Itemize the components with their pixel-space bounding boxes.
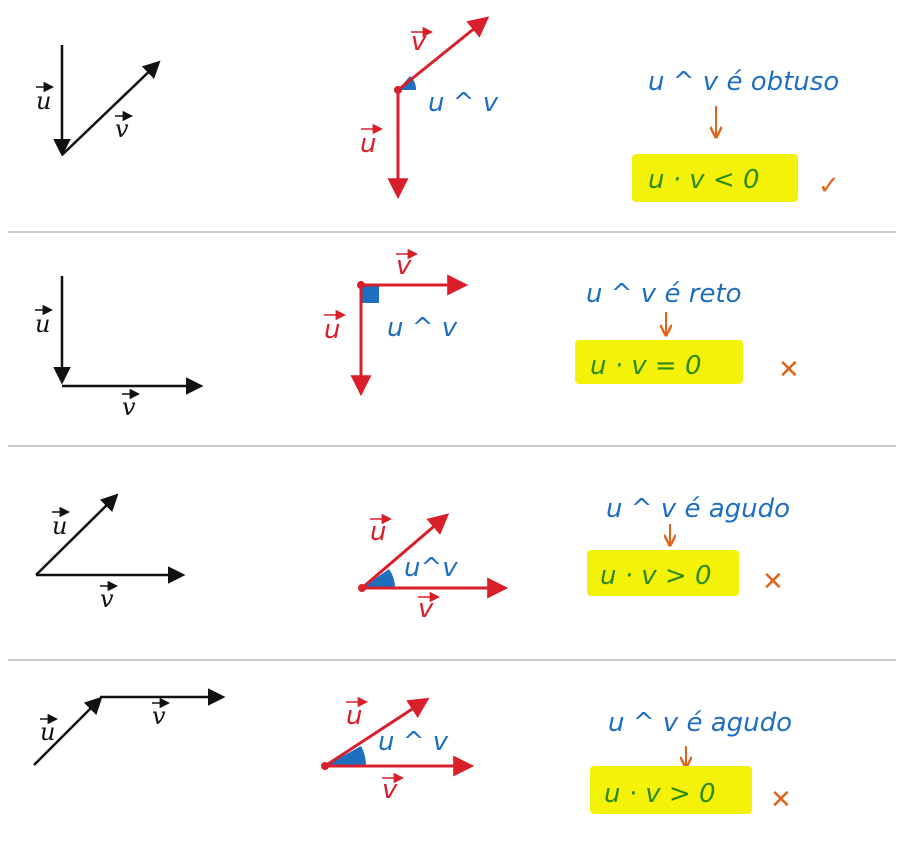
u-label: u: [52, 512, 67, 540]
row3-original-vectors: u v: [35, 493, 186, 613]
v-label: v: [152, 702, 166, 730]
angle-statement: u ^ v é agudo: [608, 708, 792, 738]
right-angle-marker: [362, 286, 379, 303]
row2-conclusion: u ^ v é reto u · v = 0 ✕: [575, 279, 800, 385]
highlight-box: [590, 766, 752, 814]
row4-original-vectors: u v: [33, 688, 226, 766]
highlight-box: [587, 550, 739, 596]
row3-same-origin-vectors: u v u^v: [358, 513, 509, 624]
row-4: u v u v u ^ v u ^ v é agudo u · v > 0 ✕: [33, 688, 792, 815]
dot-product-result: u · v = 0: [590, 351, 702, 381]
u-label: u: [346, 701, 362, 731]
u-label: u: [324, 315, 340, 345]
v-label: v: [396, 251, 412, 281]
row-1: u v v u u ^ v u ^ v é obtuso u · v < 0 ✓: [36, 16, 840, 202]
highlight-box: [575, 340, 743, 384]
u-label: u: [36, 87, 51, 115]
dot-product-result: u · v < 0: [648, 165, 760, 195]
row1-conclusion: u ^ v é obtuso u · v < 0 ✓: [632, 67, 840, 202]
row2-same-origin-vectors: v u u ^ v: [324, 248, 469, 397]
verdict-cross-icon: ✕: [762, 567, 784, 597]
angle-label: u ^ v: [378, 727, 449, 757]
row-3: u v u v u^v u ^ v é agudo u · v > 0 ✕: [35, 493, 790, 624]
angle-statement: u ^ v é obtuso: [648, 67, 839, 97]
v-label: v: [418, 594, 434, 624]
row4-same-origin-vectors: u v u ^ v: [321, 696, 475, 805]
angle-label: u ^ v: [428, 88, 499, 118]
row1-original-vectors: u v: [36, 45, 161, 157]
v-label: v: [100, 585, 114, 613]
angle-label: u^v: [404, 553, 458, 583]
angle-statement: u ^ v é agudo: [606, 494, 790, 524]
row3-conclusion: u ^ v é agudo u · v > 0 ✕: [587, 494, 790, 597]
row4-conclusion: u ^ v é agudo u · v > 0 ✕: [590, 708, 792, 815]
verdict-check-icon: ✓: [818, 171, 840, 201]
dot-product-result: u · v > 0: [604, 779, 716, 809]
row-2: u v v u u ^ v u ^ v é reto u · v = 0 ✕: [35, 248, 800, 421]
u-label: u: [35, 310, 50, 338]
angle-label: u ^ v: [387, 313, 458, 343]
verdict-cross-icon: ✕: [778, 355, 800, 385]
v-label: v: [382, 775, 398, 805]
angle-statement: u ^ v é reto: [586, 279, 742, 309]
verdict-cross-icon: ✕: [770, 785, 792, 815]
v-label: v: [115, 115, 129, 143]
highlight-box: [632, 154, 798, 202]
row2-original-vectors: u v: [35, 276, 204, 421]
v-label: v: [122, 393, 136, 421]
u-label: u: [40, 718, 55, 746]
dot-product-result: u · v > 0: [600, 561, 712, 591]
u-label: u: [370, 517, 386, 547]
row1-same-origin-vectors: v u u ^ v: [360, 16, 499, 200]
u-label: u: [360, 129, 376, 159]
